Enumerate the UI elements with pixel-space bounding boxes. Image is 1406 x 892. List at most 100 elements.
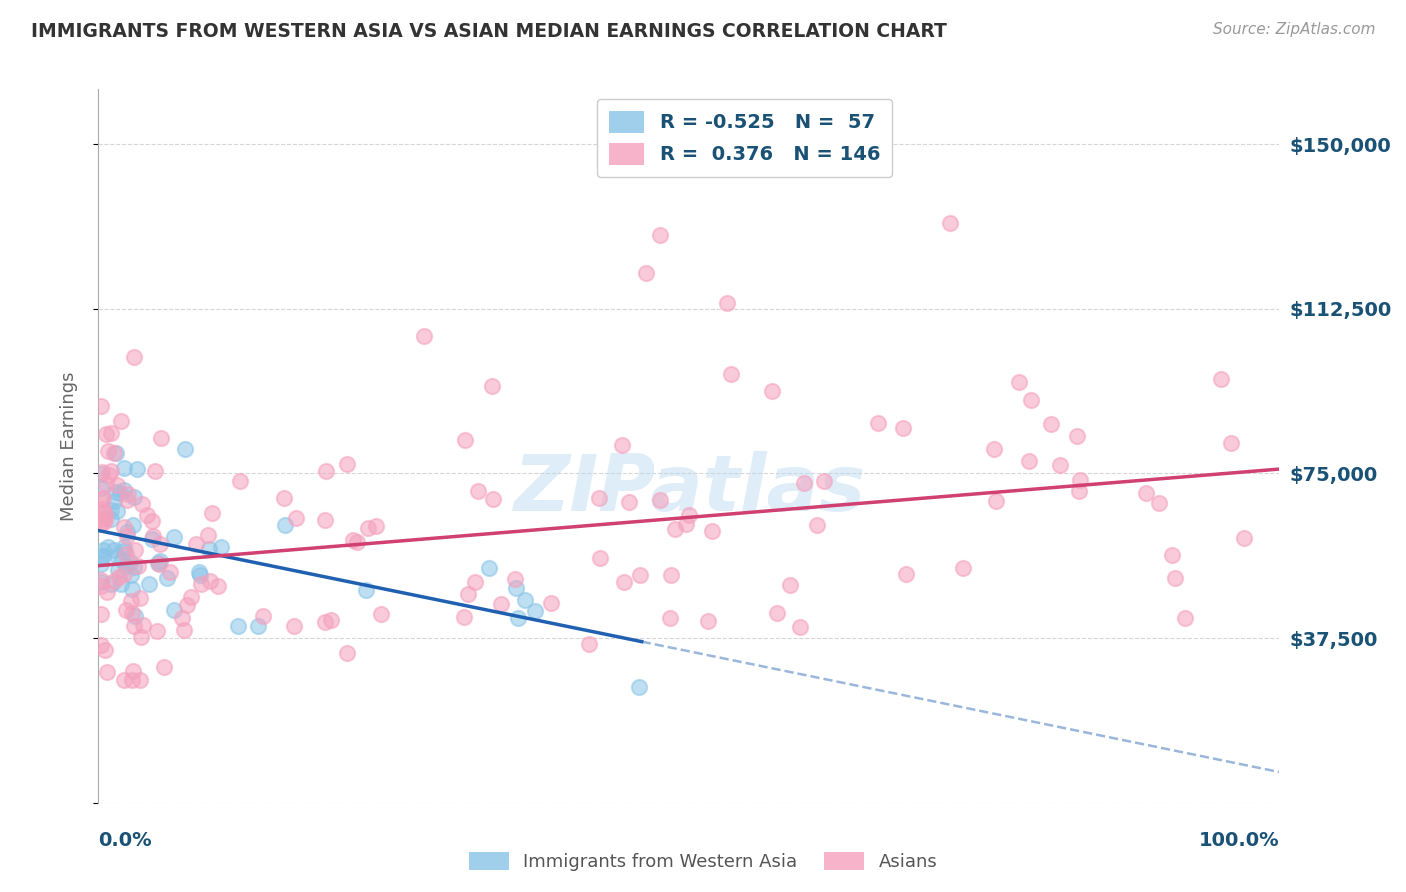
Point (142, 529, 165, 543)
Point (117, 525, 139, 540)
Point (1220, 436, 1243, 450)
Point (107, 504, 129, 518)
Point (96, 584, 118, 599)
Point (761, 384, 783, 398)
Point (1069, 473, 1091, 487)
Text: 0.0%: 0.0% (98, 831, 152, 850)
Point (103, 493, 125, 508)
Point (1147, 496, 1170, 510)
Point (90, 512, 112, 526)
Point (125, 462, 148, 476)
Point (578, 637, 600, 651)
Point (983, 442, 1005, 456)
Point (283, 619, 305, 633)
Point (91, 491, 114, 505)
Text: IMMIGRANTS FROM WESTERN ASIA VS ASIAN MEDIAN EARNINGS CORRELATION CHART: IMMIGRANTS FROM WESTERN ASIA VS ASIAN ME… (31, 22, 946, 41)
Point (506, 611, 529, 625)
Point (124, 490, 146, 504)
Point (146, 556, 169, 570)
Point (112, 460, 135, 475)
Point (112, 673, 135, 687)
Point (190, 576, 212, 591)
Point (228, 475, 250, 489)
Point (540, 596, 562, 610)
Point (628, 568, 651, 582)
Point (98, 468, 121, 483)
Point (94, 512, 117, 526)
Point (659, 568, 682, 582)
Point (141, 514, 163, 528)
Point (1008, 375, 1031, 389)
Point (938, 216, 960, 230)
Text: ZIPatlas: ZIPatlas (513, 450, 865, 527)
Text: 100.0%: 100.0% (1199, 831, 1279, 850)
Point (453, 610, 475, 624)
Point (478, 561, 501, 575)
Point (96, 426, 118, 441)
Point (138, 577, 160, 591)
Point (90, 467, 112, 482)
Point (489, 597, 512, 611)
Point (893, 421, 915, 435)
Point (107, 564, 129, 578)
Point (90, 481, 112, 495)
Point (720, 367, 742, 381)
Point (153, 660, 176, 674)
Point (1019, 392, 1042, 407)
Point (252, 608, 274, 623)
Point (90, 607, 112, 621)
Point (90, 465, 112, 479)
Y-axis label: Median Earnings: Median Earnings (59, 371, 77, 521)
Point (149, 537, 172, 551)
Point (315, 464, 337, 478)
Point (1174, 610, 1197, 624)
Point (198, 574, 221, 588)
Point (314, 615, 336, 629)
Legend: R = -0.525   N =  57, R =  0.376   N = 146: R = -0.525 N = 57, R = 0.376 N = 146 (598, 99, 891, 177)
Point (110, 486, 132, 500)
Point (122, 619, 145, 633)
Point (342, 533, 364, 548)
Point (464, 575, 486, 590)
Point (628, 680, 651, 694)
Point (613, 575, 636, 590)
Point (141, 532, 163, 546)
Point (336, 457, 359, 471)
Point (90, 399, 112, 413)
Point (103, 543, 125, 558)
Point (114, 540, 136, 554)
Point (90, 579, 112, 593)
Point (634, 266, 657, 280)
Point (112, 483, 135, 497)
Point (766, 606, 789, 620)
Point (481, 379, 503, 393)
Point (96, 665, 118, 679)
Point (274, 517, 297, 532)
Point (112, 544, 135, 558)
Point (163, 603, 186, 617)
Point (117, 487, 139, 501)
Point (90, 516, 112, 530)
Point (90, 550, 112, 565)
Point (149, 431, 172, 445)
Point (90, 573, 112, 587)
Point (896, 567, 918, 582)
Point (1209, 372, 1232, 386)
Point (127, 558, 149, 573)
Point (700, 524, 723, 538)
Point (100, 577, 122, 591)
Point (90, 492, 112, 507)
Point (103, 446, 125, 460)
Point (188, 567, 211, 582)
Point (124, 351, 146, 365)
Text: Source: ZipAtlas.com: Source: ZipAtlas.com (1212, 22, 1375, 37)
Point (346, 535, 368, 549)
Point (120, 567, 142, 582)
Point (90, 506, 112, 520)
Point (115, 558, 138, 573)
Point (110, 414, 132, 428)
Point (107, 478, 129, 492)
Point (115, 603, 138, 617)
Point (952, 560, 974, 574)
Point (226, 619, 249, 633)
